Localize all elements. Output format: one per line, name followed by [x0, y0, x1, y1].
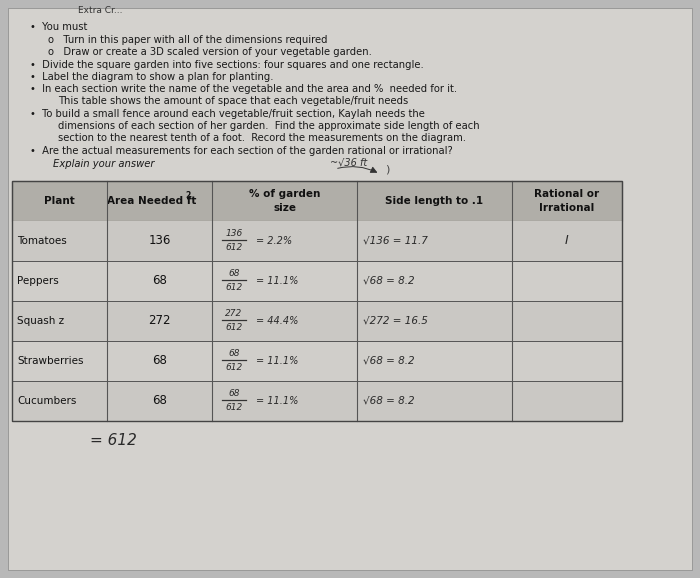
Text: √68 = 8.2: √68 = 8.2: [363, 356, 414, 366]
Text: 612: 612: [225, 243, 243, 253]
Text: ): ): [385, 165, 389, 175]
Text: 136: 136: [148, 235, 171, 247]
Text: section to the nearest tenth of a foot.  Record the measurements on the diagram.: section to the nearest tenth of a foot. …: [58, 133, 466, 143]
Text: Squash z: Squash z: [17, 316, 64, 326]
Text: √68 = 8.2: √68 = 8.2: [363, 276, 414, 286]
Text: o   Turn in this paper with all of the dimensions required: o Turn in this paper with all of the dim…: [48, 35, 328, 45]
Text: 612: 612: [225, 283, 243, 292]
Text: 68: 68: [228, 269, 239, 279]
Text: ~√36 ft: ~√36 ft: [330, 157, 368, 167]
Text: Explain your answer: Explain your answer: [53, 159, 155, 169]
Bar: [12, 181, 622, 221]
Text: = 44.4%: = 44.4%: [256, 316, 298, 326]
Text: 68: 68: [228, 350, 239, 358]
Text: 272: 272: [225, 309, 243, 318]
Bar: [12, 181, 622, 421]
Text: = 2.2%: = 2.2%: [256, 236, 292, 246]
Text: Rational or
Irrational: Rational or Irrational: [534, 190, 600, 213]
Text: Cucumbers: Cucumbers: [17, 396, 76, 406]
Text: = 612: = 612: [90, 433, 137, 448]
Text: •  Divide the square garden into five sections: four squares and one rectangle.: • Divide the square garden into five sec…: [30, 60, 424, 70]
Bar: [12, 221, 622, 261]
Text: √68 = 8.2: √68 = 8.2: [363, 396, 414, 406]
Text: Peppers: Peppers: [17, 276, 59, 286]
Text: 68: 68: [152, 354, 167, 368]
Text: Plant: Plant: [44, 196, 75, 206]
Text: •  In each section write the name of the vegetable and the area and %  needed fo: • In each section write the name of the …: [30, 84, 457, 94]
Text: Extra Cr...: Extra Cr...: [78, 6, 122, 15]
Text: •  You must: • You must: [30, 22, 88, 32]
Text: √136 = 11.7: √136 = 11.7: [363, 236, 428, 246]
Text: dimensions of each section of her garden.  Find the approximate side length of e: dimensions of each section of her garden…: [58, 121, 480, 131]
Text: Side length to .1: Side length to .1: [386, 196, 484, 206]
Text: •  To build a small fence around each vegetable/fruit section, Kaylah needs the: • To build a small fence around each veg…: [30, 109, 425, 119]
Text: Tomatoes: Tomatoes: [17, 236, 66, 246]
Bar: [12, 341, 622, 381]
Text: •  Label the diagram to show a plan for planting.: • Label the diagram to show a plan for p…: [30, 72, 274, 82]
Text: 2: 2: [185, 191, 190, 201]
Text: 612: 612: [225, 403, 243, 413]
Bar: [12, 301, 622, 341]
Text: 68: 68: [228, 390, 239, 398]
Text: 272: 272: [148, 314, 171, 328]
Bar: [12, 381, 622, 421]
Text: •  Are the actual measurements for each section of the garden rational or irrati: • Are the actual measurements for each s…: [30, 146, 453, 156]
Text: Area Needed ft: Area Needed ft: [107, 196, 196, 206]
Text: 612: 612: [225, 324, 243, 332]
Text: = 11.1%: = 11.1%: [256, 356, 298, 366]
Text: 136: 136: [225, 229, 243, 239]
Text: = 11.1%: = 11.1%: [256, 276, 298, 286]
Text: = 11.1%: = 11.1%: [256, 396, 298, 406]
Bar: [12, 261, 622, 301]
Text: 68: 68: [152, 275, 167, 287]
Text: I: I: [565, 235, 569, 247]
Text: 68: 68: [152, 395, 167, 407]
Text: 612: 612: [225, 364, 243, 372]
Text: Strawberries: Strawberries: [17, 356, 83, 366]
Text: % of garden
size: % of garden size: [248, 190, 320, 213]
Text: √272 = 16.5: √272 = 16.5: [363, 316, 428, 326]
Text: o   Draw or create a 3D scaled version of your vegetable garden.: o Draw or create a 3D scaled version of …: [48, 47, 372, 57]
Text: This table shows the amount of space that each vegetable/fruit needs: This table shows the amount of space tha…: [58, 96, 408, 106]
